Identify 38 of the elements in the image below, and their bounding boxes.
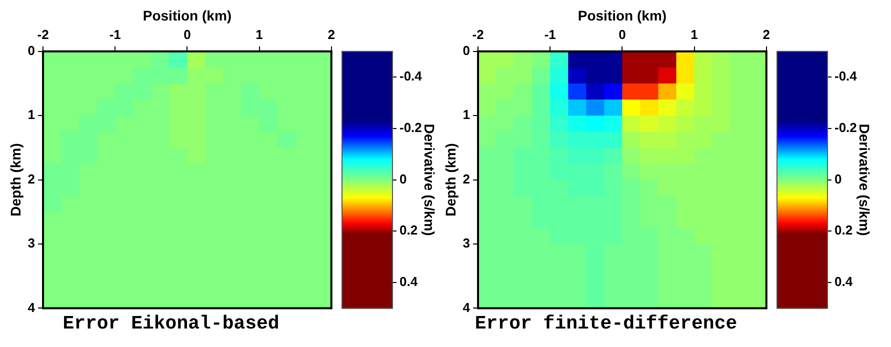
color-bar-label: 0.2 <box>400 222 418 238</box>
x-tick-label: 0 <box>618 27 626 42</box>
y-axis-title: Depth (km) <box>7 143 24 216</box>
x-tick-label: 1 <box>690 27 698 42</box>
y-tick-label: 4 <box>462 300 471 315</box>
color-bar-label: 0 <box>834 171 842 186</box>
x-axis-title: Position (km) <box>578 7 667 24</box>
x-tick-label: -2 <box>472 27 484 42</box>
color-bar-label: -0.4 <box>834 68 858 84</box>
y-tick-label: 2 <box>462 171 470 186</box>
y-tick-label: 1 <box>28 107 36 122</box>
color-bar-label: 0.2 <box>834 222 853 238</box>
color-bar-title: Derivative (s/km) <box>856 124 873 236</box>
x-tick-label: 2 <box>328 27 335 42</box>
text: Error finite-difference <box>474 312 738 334</box>
color-bar-label: 0.4 <box>400 274 418 290</box>
y-axis-title: Depth (km) <box>442 143 458 216</box>
x-tick-label: 1 <box>256 27 263 42</box>
y-tick-label: 0 <box>462 42 470 58</box>
x-tick-label: -1 <box>109 27 121 42</box>
y-tick-label: 3 <box>462 236 470 251</box>
color-bar-title: Derivative (s/km) <box>422 124 438 236</box>
x-tick-label: -1 <box>544 27 556 42</box>
y-tick-label: 3 <box>28 236 36 251</box>
color-bar-label: -0.4 <box>400 68 423 84</box>
x-axis-title: Position (km) <box>142 7 232 24</box>
y-tick-label: 0 <box>28 42 36 58</box>
x-tick-label: 0 <box>184 27 191 42</box>
x-tick-label: 2 <box>762 27 770 42</box>
text: Error Eikonal-based <box>62 312 280 334</box>
color-bar-label: 0 <box>400 171 407 186</box>
y-tick-label: 2 <box>28 171 36 186</box>
color-bar-label: -0.2 <box>400 120 422 136</box>
color-bar-label: -0.2 <box>834 120 857 136</box>
x-tick-label: -2 <box>37 27 49 42</box>
y-tick-label: 4 <box>28 300 36 315</box>
color-bar-label: 0.4 <box>834 274 854 290</box>
y-tick-label: 1 <box>462 107 470 122</box>
